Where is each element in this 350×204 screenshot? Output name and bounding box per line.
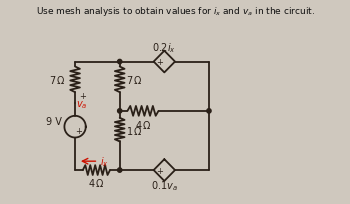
Text: $7\,\Omega$: $7\,\Omega$: [126, 74, 143, 86]
Circle shape: [118, 60, 122, 64]
Text: 9 V: 9 V: [46, 116, 62, 126]
Text: Use mesh analysis to obtain values for $i_x$ and $v_a$ in the circuit.: Use mesh analysis to obtain values for $…: [36, 5, 314, 18]
Text: $4\,\Omega$: $4\,\Omega$: [135, 118, 151, 130]
Text: +: +: [156, 166, 163, 175]
Text: +: +: [79, 91, 86, 100]
Circle shape: [118, 109, 122, 113]
Text: $1\,\Omega$: $1\,\Omega$: [126, 124, 143, 136]
Text: $4\,\Omega$: $4\,\Omega$: [88, 176, 105, 188]
Text: $7\,\Omega$: $7\,\Omega$: [49, 74, 65, 86]
Text: $v_a$: $v_a$: [76, 99, 88, 110]
Text: $0.1v_a$: $0.1v_a$: [151, 178, 178, 192]
Text: $0.2i_x$: $0.2i_x$: [153, 41, 176, 54]
Text: +: +: [76, 126, 82, 135]
Text: +: +: [156, 58, 163, 67]
Circle shape: [118, 168, 122, 172]
Text: $i_x$: $i_x$: [100, 154, 109, 168]
Circle shape: [207, 109, 211, 113]
